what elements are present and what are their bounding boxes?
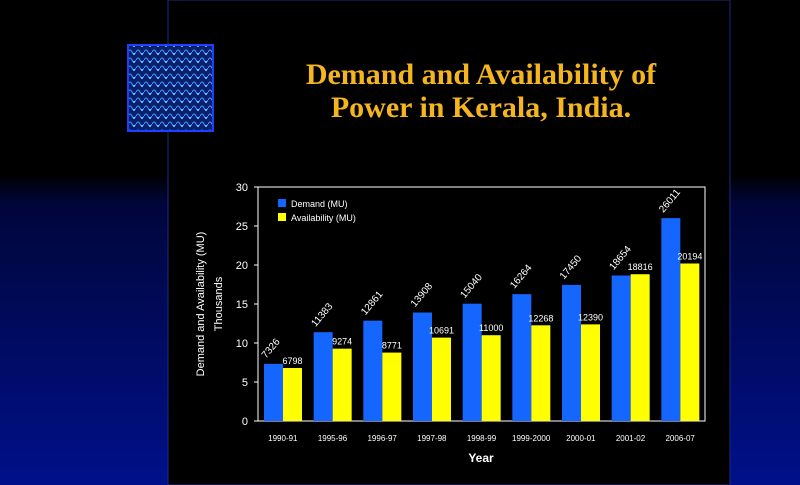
y-tick-label: 20 — [236, 260, 248, 272]
value-label: 9274 — [332, 337, 352, 347]
chart-title: Demand and Availability of — [306, 58, 657, 91]
value-label: 10691 — [429, 326, 454, 336]
y-tick-label: 30 — [236, 182, 248, 194]
x-tick-label: 1990-91 — [268, 434, 298, 443]
y-axis-label: Demand and Availability (MU) — [195, 232, 207, 377]
y-tick-label: 15 — [236, 299, 248, 311]
x-tick-label: 1998-99 — [467, 434, 497, 443]
bar — [432, 337, 451, 421]
legend-label: Availability (MU) — [291, 213, 356, 223]
value-label: 6798 — [282, 356, 302, 366]
x-tick-label: 2000-01 — [566, 434, 596, 443]
decorative-image — [127, 44, 214, 132]
bar — [264, 363, 283, 421]
value-label: 8771 — [382, 341, 402, 351]
bar — [413, 312, 432, 421]
bar — [630, 274, 650, 421]
bar — [562, 284, 581, 421]
x-tick-label: 1999-2000 — [512, 434, 551, 443]
bar — [332, 348, 352, 421]
x-tick-label: 1997-98 — [417, 434, 447, 443]
value-label: 12268 — [528, 313, 553, 323]
y-tick-label: 5 — [242, 377, 248, 389]
bar — [382, 352, 402, 421]
bar — [481, 335, 501, 421]
value-label: 18816 — [628, 262, 653, 272]
y-tick-label: 25 — [236, 221, 248, 233]
y-tick-label: 0 — [242, 416, 248, 428]
y-tick-label: 10 — [236, 338, 248, 350]
chart-title: Power in Kerala, India. — [331, 91, 631, 124]
x-axis-label: Year — [468, 451, 494, 465]
y-axis-label: Thousands — [213, 276, 225, 331]
bar — [512, 294, 532, 421]
bar — [313, 332, 333, 421]
value-label: 11000 — [479, 323, 503, 333]
bar — [283, 367, 302, 421]
x-tick-label: 1996-97 — [367, 434, 397, 443]
bar — [581, 324, 600, 421]
bar — [363, 320, 383, 421]
legend-label: Demand (MU) — [291, 199, 348, 209]
bar — [680, 263, 700, 421]
bar — [661, 218, 681, 421]
legend-swatch — [278, 199, 286, 207]
value-label: 12390 — [578, 312, 603, 322]
bar — [462, 303, 482, 421]
x-tick-label: 2006-07 — [665, 434, 695, 443]
x-tick-label: 2001-02 — [616, 434, 646, 443]
value-label: 20194 — [677, 251, 702, 261]
bar — [531, 325, 551, 421]
x-tick-label: 1995-96 — [318, 434, 348, 443]
legend-swatch — [278, 213, 286, 221]
bar — [611, 275, 631, 421]
